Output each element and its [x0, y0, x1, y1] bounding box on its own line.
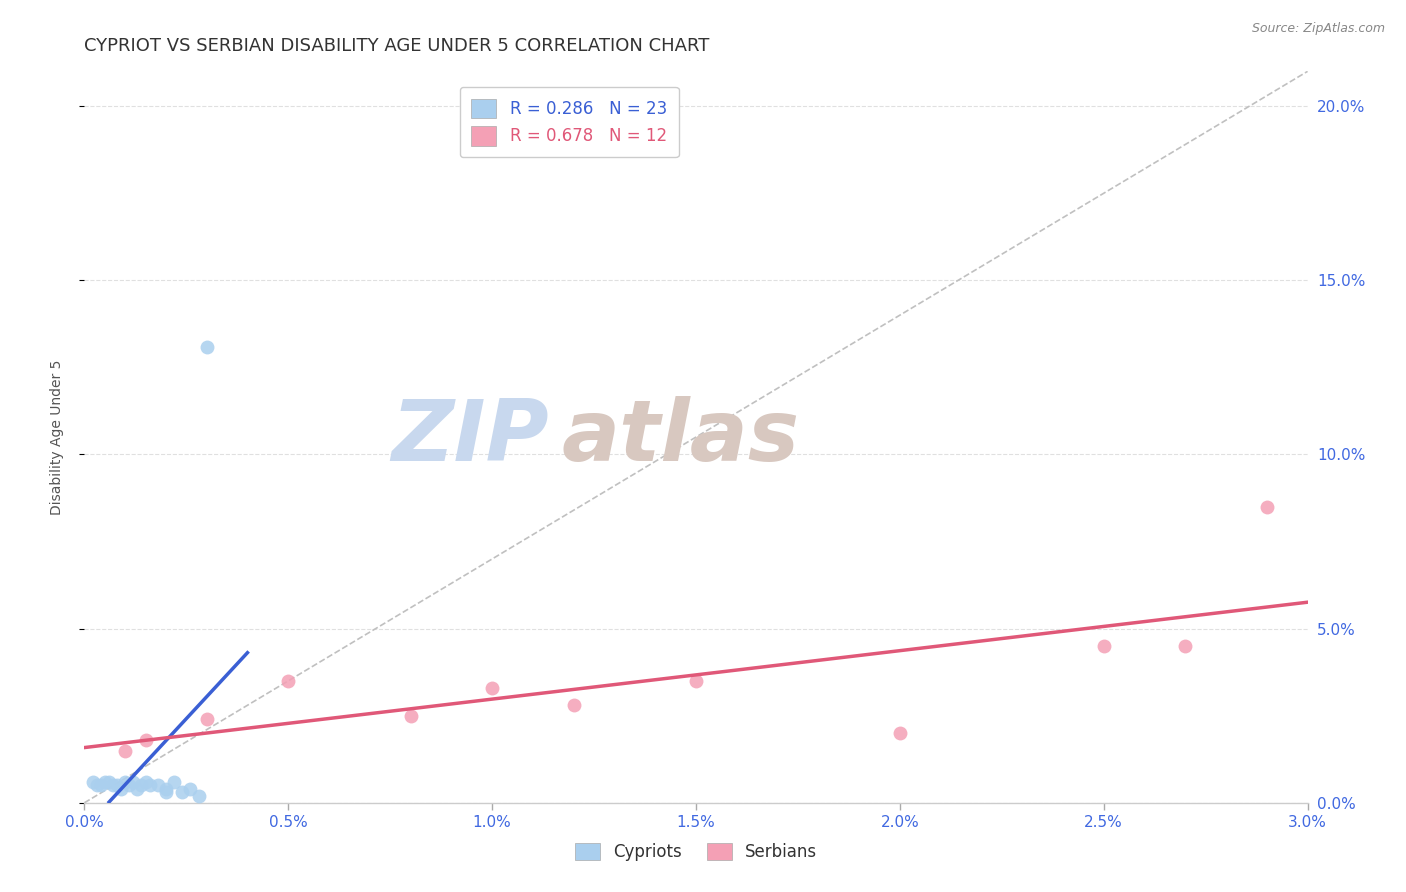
- Point: [195, 712, 218, 726]
- Point: [86, 778, 108, 792]
- Point: [105, 778, 128, 792]
- Point: [138, 778, 160, 792]
- Point: [135, 733, 157, 747]
- Point: [93, 775, 117, 789]
- Point: [155, 781, 177, 796]
- Point: [1256, 500, 1278, 514]
- Point: [195, 339, 218, 353]
- Point: [101, 778, 124, 792]
- Point: [110, 781, 132, 796]
- Point: [118, 778, 141, 792]
- Text: atlas: atlas: [561, 395, 800, 479]
- Point: [562, 698, 585, 713]
- Text: CYPRIOT VS SERBIAN DISABILITY AGE UNDER 5 CORRELATION CHART: CYPRIOT VS SERBIAN DISABILITY AGE UNDER …: [84, 37, 710, 54]
- Point: [481, 681, 503, 695]
- Point: [685, 673, 707, 688]
- Point: [399, 708, 422, 723]
- Legend: Cypriots, Serbians: Cypriots, Serbians: [568, 836, 824, 868]
- Point: [1174, 639, 1197, 653]
- Text: Source: ZipAtlas.com: Source: ZipAtlas.com: [1251, 22, 1385, 36]
- Point: [90, 778, 112, 792]
- Text: ZIP: ZIP: [391, 395, 550, 479]
- Point: [146, 778, 169, 792]
- Point: [163, 775, 186, 789]
- Point: [82, 775, 104, 789]
- Point: [131, 778, 153, 792]
- Point: [179, 781, 201, 796]
- Point: [97, 775, 120, 789]
- Point: [172, 785, 194, 799]
- Point: [277, 673, 299, 688]
- Point: [127, 781, 149, 796]
- Point: [135, 775, 157, 789]
- Point: [122, 775, 145, 789]
- Point: [114, 743, 136, 757]
- Y-axis label: Disability Age Under 5: Disability Age Under 5: [49, 359, 63, 515]
- Point: [889, 726, 911, 740]
- Point: [1092, 639, 1115, 653]
- Point: [187, 789, 209, 803]
- Point: [155, 785, 177, 799]
- Point: [114, 775, 136, 789]
